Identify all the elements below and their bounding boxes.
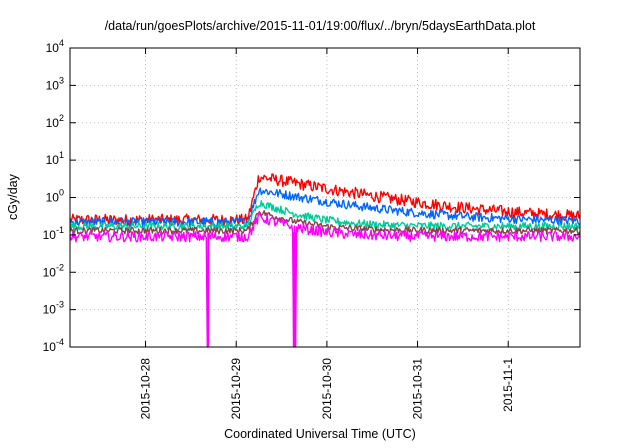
y-tick-label: 10-4	[43, 337, 64, 354]
chart-title: /data/run/goesPlots/archive/2015-11-01/1…	[104, 19, 536, 33]
series-line	[69, 200, 581, 231]
y-tick-label: 10-2	[43, 262, 64, 279]
x-axis-label: Coordinated Universal Time (UTC)	[224, 427, 416, 441]
x-tick-label: 2015-10-31	[411, 358, 425, 420]
x-tick-label: 2015-10-30	[320, 358, 334, 420]
y-tick-label: 102	[46, 113, 64, 130]
x-tick-label: 2015-10-29	[229, 358, 243, 420]
x-axis-ticks: 2015-10-28 2015-10-29 2015-10-30 2015-10-31…	[139, 48, 515, 420]
y-tick-label: 101	[46, 150, 64, 167]
y-tick-label: 10-3	[43, 300, 64, 317]
series-dropout	[292, 232, 297, 347]
series-line	[69, 211, 581, 348]
y-tick-label: 100	[46, 188, 64, 205]
series-layer	[69, 173, 581, 348]
y-axis-ticks: 104 103 102 101 100 10-1 10-2 10-3 10-4	[43, 38, 580, 354]
y-tick-label: 104	[46, 38, 64, 55]
x-tick-label: 2015-10-28	[139, 358, 153, 420]
grid-lines	[70, 47, 580, 348]
x-tick-label: 2015-11-1	[501, 358, 515, 412]
series-line	[69, 187, 581, 228]
y-tick-label: 103	[46, 75, 64, 92]
y-tick-label: 10-1	[43, 225, 64, 242]
series-line	[69, 210, 581, 235]
series-dropout	[207, 232, 210, 347]
